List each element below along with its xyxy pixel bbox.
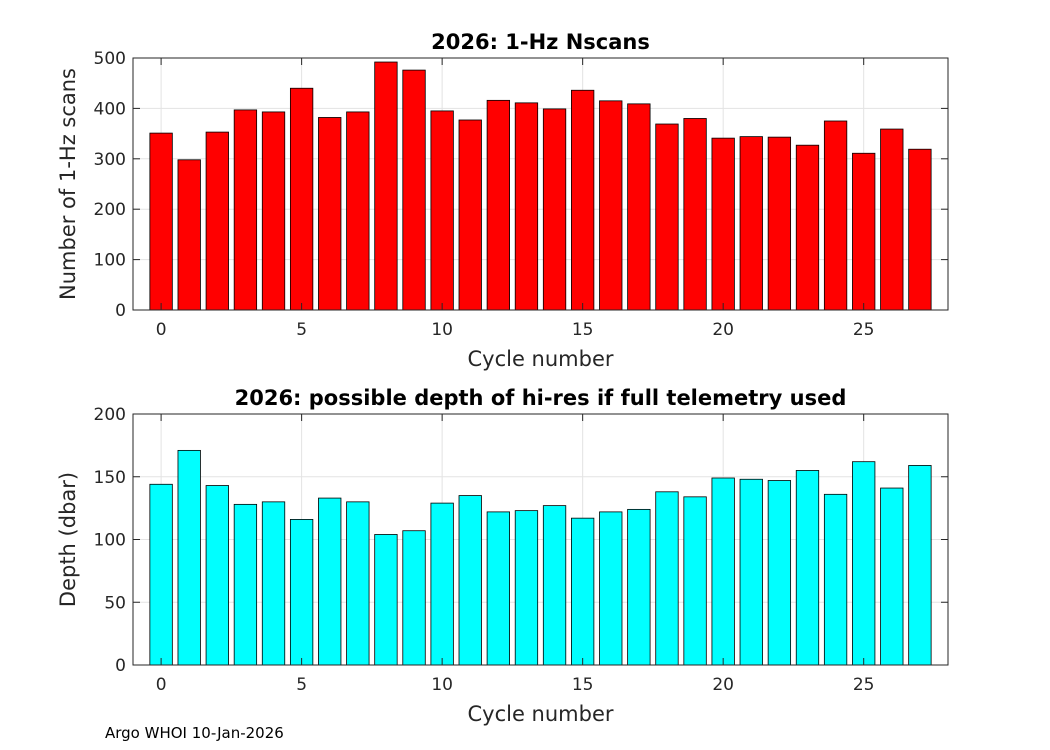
- bar: [767, 136, 792, 311]
- bar: [233, 109, 258, 311]
- bar: [599, 100, 623, 311]
- bar: [795, 470, 820, 666]
- x-tick-label: 0: [156, 320, 167, 340]
- bar: [458, 119, 482, 311]
- bar: [514, 510, 539, 666]
- y-tick-label: 100: [94, 531, 126, 551]
- bar: [486, 511, 510, 666]
- bar: [374, 534, 398, 666]
- y-tick-label: 200: [94, 405, 126, 425]
- bar: [346, 111, 370, 311]
- x-axis-label: Cycle number: [467, 347, 613, 371]
- bar: [795, 144, 820, 311]
- x-tick-label: 15: [572, 675, 594, 695]
- bar: [458, 495, 482, 666]
- bar: [177, 159, 201, 311]
- bar: [402, 530, 426, 666]
- bar: [852, 152, 876, 311]
- chart-hires-depth: 0 5 10 15 20 25 0 50 100 150 200 2026: possible dep…: [56, 386, 949, 726]
- bar: [627, 508, 651, 666]
- y-tick-label: 500: [94, 49, 126, 69]
- bar: [711, 137, 735, 311]
- x-tick-label: 5: [296, 320, 307, 340]
- bar: [739, 136, 763, 311]
- bar: [205, 485, 229, 666]
- x-tick-label: 10: [431, 320, 453, 340]
- bar: [289, 519, 314, 666]
- bar: [571, 517, 595, 666]
- y-tick-label: 50: [104, 593, 126, 613]
- bar: [261, 501, 286, 666]
- bar: [374, 61, 398, 311]
- bar: [599, 511, 623, 666]
- bar: [571, 89, 595, 311]
- chart-title: 2026: possible depth of hi-res if full t…: [235, 386, 847, 410]
- bar: [289, 87, 314, 311]
- bar: [149, 132, 173, 311]
- bar: [683, 118, 707, 311]
- y-tick-label: 0: [115, 656, 126, 676]
- bar: [823, 493, 848, 666]
- x-tick-label: 15: [572, 320, 594, 340]
- bar: [823, 120, 848, 311]
- y-axis-label: Number of 1-Hz scans: [56, 68, 80, 300]
- x-axis-label: Cycle number: [467, 702, 613, 726]
- footer-credit: Argo WHOI 10-Jan-2026: [105, 724, 284, 742]
- bar: [542, 505, 567, 666]
- bar: [767, 480, 792, 666]
- chart-nscans: 0 5 10 15 20 25 0 100 200 300 400 500 2026: 1-Hz Nsc…: [56, 30, 949, 371]
- y-tick-label: 400: [94, 99, 126, 119]
- x-tick-label: 25: [853, 320, 875, 340]
- bar: [318, 117, 342, 311]
- bar: [346, 501, 370, 666]
- x-tick-label: 20: [712, 675, 734, 695]
- y-tick-label: 150: [94, 468, 126, 488]
- y-tick-label: 300: [94, 150, 126, 170]
- bar: [233, 503, 258, 666]
- bar: [402, 69, 426, 311]
- bar: [655, 491, 679, 666]
- chart-title: 2026: 1-Hz Nscans: [431, 30, 650, 54]
- bar: [205, 131, 229, 311]
- bar: [486, 99, 510, 311]
- bar: [149, 483, 173, 666]
- bar: [908, 465, 932, 666]
- x-tick-label: 20: [712, 320, 734, 340]
- axes-box: [132, 57, 949, 311]
- bar: [908, 148, 932, 311]
- x-tick-label: 10: [431, 675, 453, 695]
- bar: [852, 461, 876, 666]
- bar: [542, 108, 567, 311]
- bar: [711, 477, 735, 666]
- bar: [627, 103, 651, 311]
- bar: [739, 478, 763, 666]
- bar: [177, 449, 201, 666]
- bar: [430, 110, 454, 311]
- bar: [514, 102, 539, 311]
- bar: [880, 128, 904, 311]
- bar: [430, 502, 454, 666]
- bar: [683, 496, 707, 666]
- bar: [318, 497, 342, 666]
- y-tick-label: 100: [94, 251, 126, 271]
- x-tick-label: 0: [156, 675, 167, 695]
- bar: [261, 111, 286, 311]
- x-tick-label: 25: [853, 675, 875, 695]
- x-tick-label: 5: [296, 675, 307, 695]
- y-axis-label: Depth (dbar): [56, 472, 80, 607]
- y-tick-label: 0: [115, 301, 126, 321]
- bar: [880, 487, 904, 666]
- bar: [655, 123, 679, 311]
- y-tick-label: 200: [94, 200, 126, 220]
